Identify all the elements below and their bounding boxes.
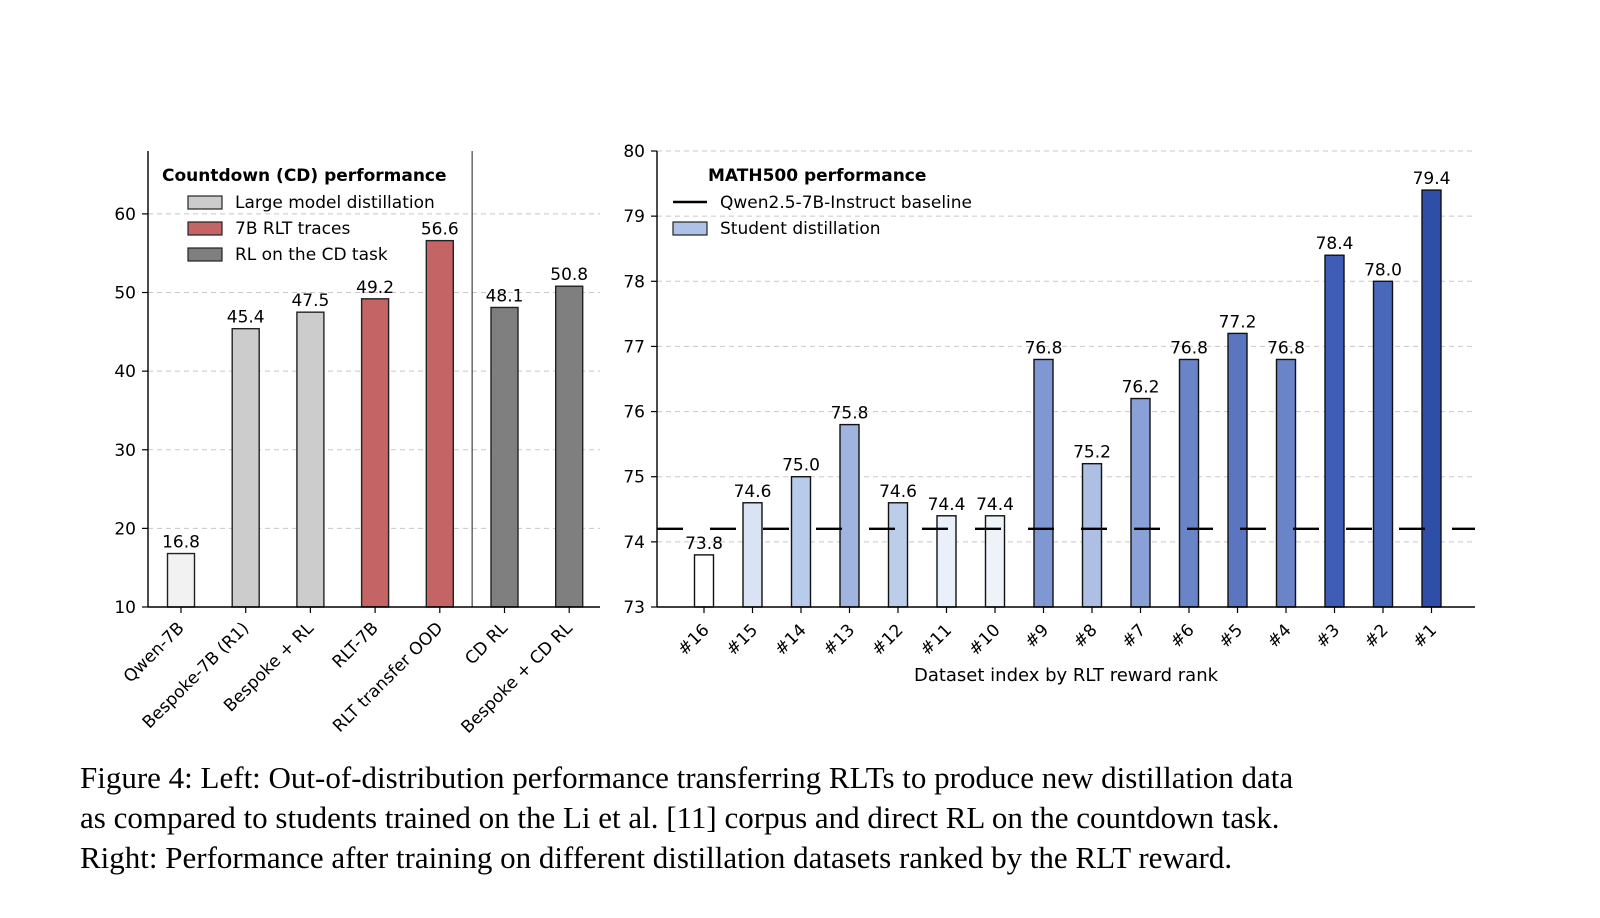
right-xtick-label: #9 (1021, 620, 1053, 652)
right-bar (1081, 462, 1103, 608)
caption-line-3: Right: Performance after training on dif… (80, 840, 1233, 875)
left-legend-swatch (187, 195, 223, 210)
left-ytick-label: 30 (114, 441, 136, 461)
right-chart-math500: 73 74 75 76 77 78 79 80 73.8 #16 74.6 #15 75.0 #14 75.… (623, 142, 1475, 686)
right-bar (1130, 397, 1151, 608)
right-xtick-label: #2 (1361, 620, 1393, 652)
left-bar (555, 285, 584, 608)
right-xtick-label: #8 (1070, 620, 1102, 652)
right-bar (1033, 358, 1054, 608)
right-bar (1421, 189, 1442, 608)
right-legend-label: Qwen2.5-7B-Instruct baseline (720, 193, 972, 213)
right-bar-value-label: 78.4 (1316, 234, 1354, 254)
caption-line-1: Figure 4: Left: Out-of-distribution perf… (80, 760, 1294, 795)
left-xtick-label: CD RL (461, 618, 512, 669)
right-bar-value-label: 76.8 (1025, 338, 1063, 358)
left-legend-title: Countdown (CD) performance (162, 166, 447, 186)
left-legend-label: Large model distillation (235, 193, 435, 213)
left-bar-value-label: 49.2 (356, 278, 394, 298)
right-bar (693, 554, 715, 608)
left-ytick-label: 60 (114, 205, 136, 225)
left-bar (360, 298, 390, 608)
figure-caption: Figure 4: Left: Out-of-distribution perf… (80, 758, 1520, 878)
right-ytick-label: 77 (623, 337, 645, 357)
right-bar (742, 502, 763, 608)
right-xtick-label: #10 (965, 620, 1005, 660)
right-bar (1227, 332, 1248, 608)
right-xtick-label: #6 (1167, 620, 1199, 652)
right-xtick-label: #15 (723, 620, 763, 660)
right-bar (1372, 280, 1394, 608)
left-ytick-label: 40 (114, 362, 136, 382)
right-ytick-label: 73 (623, 598, 645, 618)
left-legend-swatch (187, 247, 223, 262)
right-legend-swatch (672, 221, 708, 236)
right-ytick-label: 76 (623, 403, 645, 423)
left-bar (490, 306, 519, 608)
right-xtick-label: #13 (820, 620, 860, 660)
left-bar (296, 311, 325, 608)
left-xtick-label: RLT-7B (329, 618, 383, 672)
right-bar (1178, 358, 1200, 608)
right-bar (839, 423, 860, 608)
left-xtick-label: Bespoke + CD RL (458, 618, 578, 738)
left-bar-value-label: 47.5 (291, 291, 329, 311)
right-bar (790, 476, 812, 608)
right-xtick-label: #3 (1312, 620, 1344, 652)
caption-line-2: as compared to students trained on the L… (80, 800, 1280, 835)
right-xtick-label: #7 (1118, 620, 1150, 652)
left-legend-label: 7B RLT traces (235, 219, 350, 239)
left-xtick-label: Qwen-7B (120, 618, 189, 687)
right-ytick-label: 79 (623, 207, 645, 227)
right-bar-value-label: 74.6 (734, 482, 772, 502)
right-bar-value-label: 74.6 (879, 482, 917, 502)
right-xtick-label: #4 (1264, 620, 1296, 652)
left-ytick-label: 50 (114, 284, 136, 304)
left-bar-value-label: 45.4 (227, 308, 265, 328)
right-bar-value-label: 75.8 (831, 404, 869, 424)
right-bar-value-label: 78.0 (1364, 260, 1402, 280)
right-xtick-label: #1 (1409, 620, 1441, 652)
right-ytick-label: 80 (623, 142, 645, 162)
left-bar-value-label: 16.8 (162, 533, 200, 553)
left-ytick-label: 20 (114, 519, 136, 539)
right-bar-value-label: 77.2 (1219, 312, 1257, 332)
left-ytick-label: 10 (114, 598, 136, 618)
right-xtick-label: #14 (771, 620, 811, 660)
left-bar (231, 327, 260, 608)
right-xtick-label: #5 (1215, 620, 1247, 652)
right-bar-value-label: 76.2 (1122, 378, 1160, 398)
right-bar (1324, 254, 1345, 608)
right-xtick-label: #16 (674, 620, 714, 660)
left-bar-value-label: 50.8 (550, 265, 588, 285)
right-bar-value-label: 76.8 (1170, 338, 1208, 358)
right-bar-value-label: 79.4 (1413, 169, 1451, 189)
right-bar (1275, 358, 1297, 608)
right-bar (887, 502, 909, 608)
right-bar-value-label: 73.8 (685, 534, 723, 554)
left-xtick-label: RLT transfer OOD (329, 618, 447, 736)
right-bar-value-label: 75.0 (782, 456, 820, 476)
left-legend-swatch (187, 221, 223, 236)
right-bar-value-label: 74.4 (976, 495, 1014, 515)
right-legend-title: MATH500 performance (708, 166, 926, 186)
right-x-axis-label: Dataset index by RLT reward rank (914, 665, 1219, 686)
left-bar-value-label: 48.1 (486, 286, 524, 306)
left-legend-label: RL on the CD task (235, 245, 388, 265)
left-bar (425, 239, 454, 608)
right-ytick-label: 78 (623, 272, 645, 292)
left-bar-value-label: 56.6 (421, 220, 459, 240)
right-ytick-label: 75 (623, 468, 645, 488)
right-ytick-label: 74 (623, 533, 645, 553)
right-xtick-label: #11 (917, 620, 957, 660)
right-bar-value-label: 74.4 (928, 495, 966, 515)
right-bar-value-label: 76.8 (1267, 338, 1305, 358)
left-bar (166, 552, 196, 608)
right-legend-label: Student distillation (720, 219, 881, 239)
right-xtick-label: #12 (868, 620, 908, 660)
right-bar-value-label: 75.2 (1073, 443, 1111, 463)
